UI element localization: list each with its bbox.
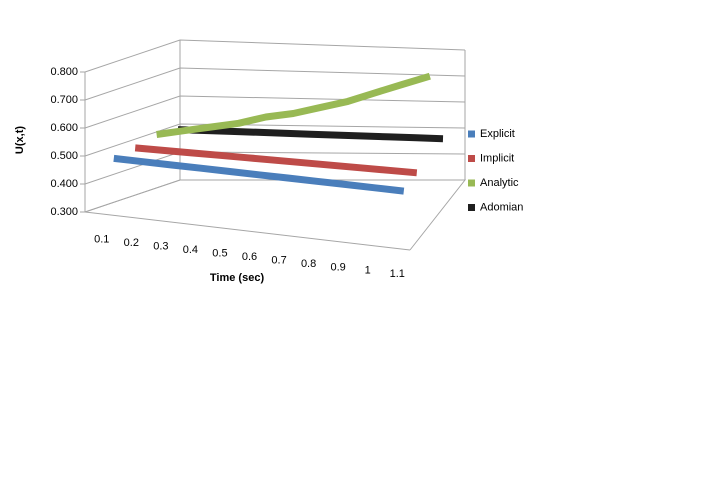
y-tick-label: 0.800: [50, 66, 78, 78]
x-tick-label: 0.7: [271, 254, 286, 266]
x-tick-label: 0.9: [330, 261, 345, 273]
legend-label: Analytic: [480, 177, 519, 189]
floor-edge: [84, 179, 467, 251]
grid-line: [84, 39, 466, 73]
y-axis-title: U(x,t): [14, 126, 26, 154]
series-ribbon: [113, 154, 405, 195]
legend-label: Explicit: [480, 128, 515, 140]
grid-line: [84, 95, 466, 129]
legend-label: Adomian: [480, 201, 523, 213]
grid-line: [84, 67, 466, 101]
x-axis-title: Time (sec): [210, 272, 265, 284]
x-tick-label: 0.1: [94, 234, 109, 246]
series-ribbon: [177, 126, 444, 143]
x-tick-label: 1: [365, 265, 371, 277]
legend-swatch: [468, 155, 475, 162]
y-tick-label: 0.700: [50, 94, 78, 106]
floor-front-edge: [84, 211, 411, 251]
series-ribbon: [156, 72, 431, 138]
x-tick-label: 0.2: [124, 237, 139, 249]
legend-swatch: [468, 204, 475, 211]
legend-label: Implicit: [480, 152, 514, 164]
x-tick-label: 0.4: [183, 244, 198, 256]
x-tick-label: 0.6: [242, 251, 257, 263]
y-tick-label: 0.600: [50, 122, 78, 134]
x-tick-label: 0.8: [301, 258, 316, 270]
legend-swatch: [468, 130, 475, 138]
x-tick-label: 0.5: [212, 247, 227, 259]
y-tick-label: 0.400: [50, 178, 78, 190]
x-tick-label: 0.3: [153, 241, 168, 253]
y-tick-label: 0.500: [50, 150, 78, 162]
legend-swatch: [468, 179, 475, 187]
y-tick-label: 0.300: [50, 206, 78, 218]
grid-line: [84, 123, 466, 157]
grid-line: [84, 179, 465, 213]
series-ribbon: [134, 144, 418, 177]
x-tick-label: 1.1: [390, 268, 405, 280]
